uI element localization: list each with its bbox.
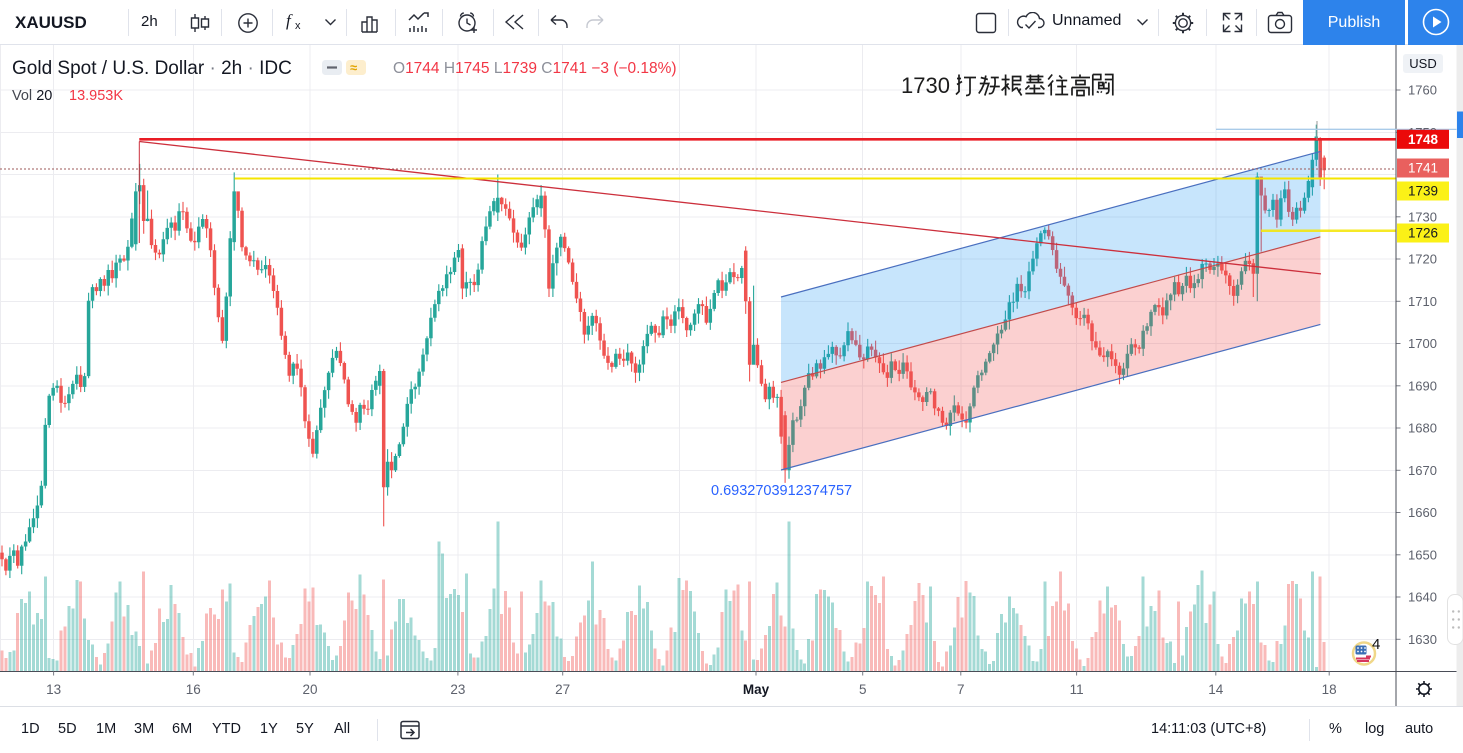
svg-text:5: 5 <box>859 682 867 697</box>
svg-text:1726: 1726 <box>1408 226 1438 241</box>
svg-text:1730: 1730 <box>1408 209 1437 224</box>
svg-text:1690: 1690 <box>1408 378 1437 393</box>
svg-text:13.953K: 13.953K <box>69 88 123 104</box>
svg-text:Vol 20: Vol 20 <box>12 88 52 104</box>
svg-text:18: 18 <box>1322 682 1337 697</box>
svg-text:1760: 1760 <box>1408 83 1437 98</box>
svg-text:1700: 1700 <box>1408 336 1437 351</box>
svg-text:20: 20 <box>302 682 317 697</box>
svg-text:13: 13 <box>46 682 61 697</box>
svg-text:1650: 1650 <box>1408 547 1437 562</box>
svg-text:4: 4 <box>1372 636 1380 653</box>
svg-text:May: May <box>743 682 770 697</box>
svg-text:23: 23 <box>450 682 465 697</box>
svg-text:USD: USD <box>1409 56 1436 71</box>
svg-text:14: 14 <box>1208 682 1224 697</box>
svg-text:16: 16 <box>186 682 201 697</box>
svg-text:1630: 1630 <box>1408 632 1437 647</box>
svg-text:1640: 1640 <box>1408 590 1437 605</box>
svg-text:1710: 1710 <box>1408 294 1437 309</box>
svg-text:27: 27 <box>555 682 570 697</box>
svg-text:1741: 1741 <box>1408 161 1438 176</box>
svg-text:O1744 H1745 L1739 C1741 −3 (−0: O1744 H1745 L1739 C1741 −3 (−0.18%) <box>393 60 677 77</box>
svg-text:1680: 1680 <box>1408 421 1437 436</box>
svg-text:7: 7 <box>957 682 965 697</box>
svg-text:1730: 1730 <box>901 73 950 98</box>
svg-text:≈: ≈ <box>350 60 357 75</box>
svg-text:1739: 1739 <box>1408 184 1438 199</box>
svg-text:1720: 1720 <box>1408 252 1437 267</box>
svg-text:Gold Spot / U.S. Dollar · 2h ·: Gold Spot / U.S. Dollar · 2h · IDC <box>12 58 292 79</box>
svg-text:1748: 1748 <box>1408 132 1439 147</box>
svg-text:11: 11 <box>1070 682 1084 697</box>
svg-text:1660: 1660 <box>1408 505 1437 520</box>
svg-text:1670: 1670 <box>1408 463 1437 478</box>
svg-text:0.6932703912374757: 0.6932703912374757 <box>711 483 852 499</box>
